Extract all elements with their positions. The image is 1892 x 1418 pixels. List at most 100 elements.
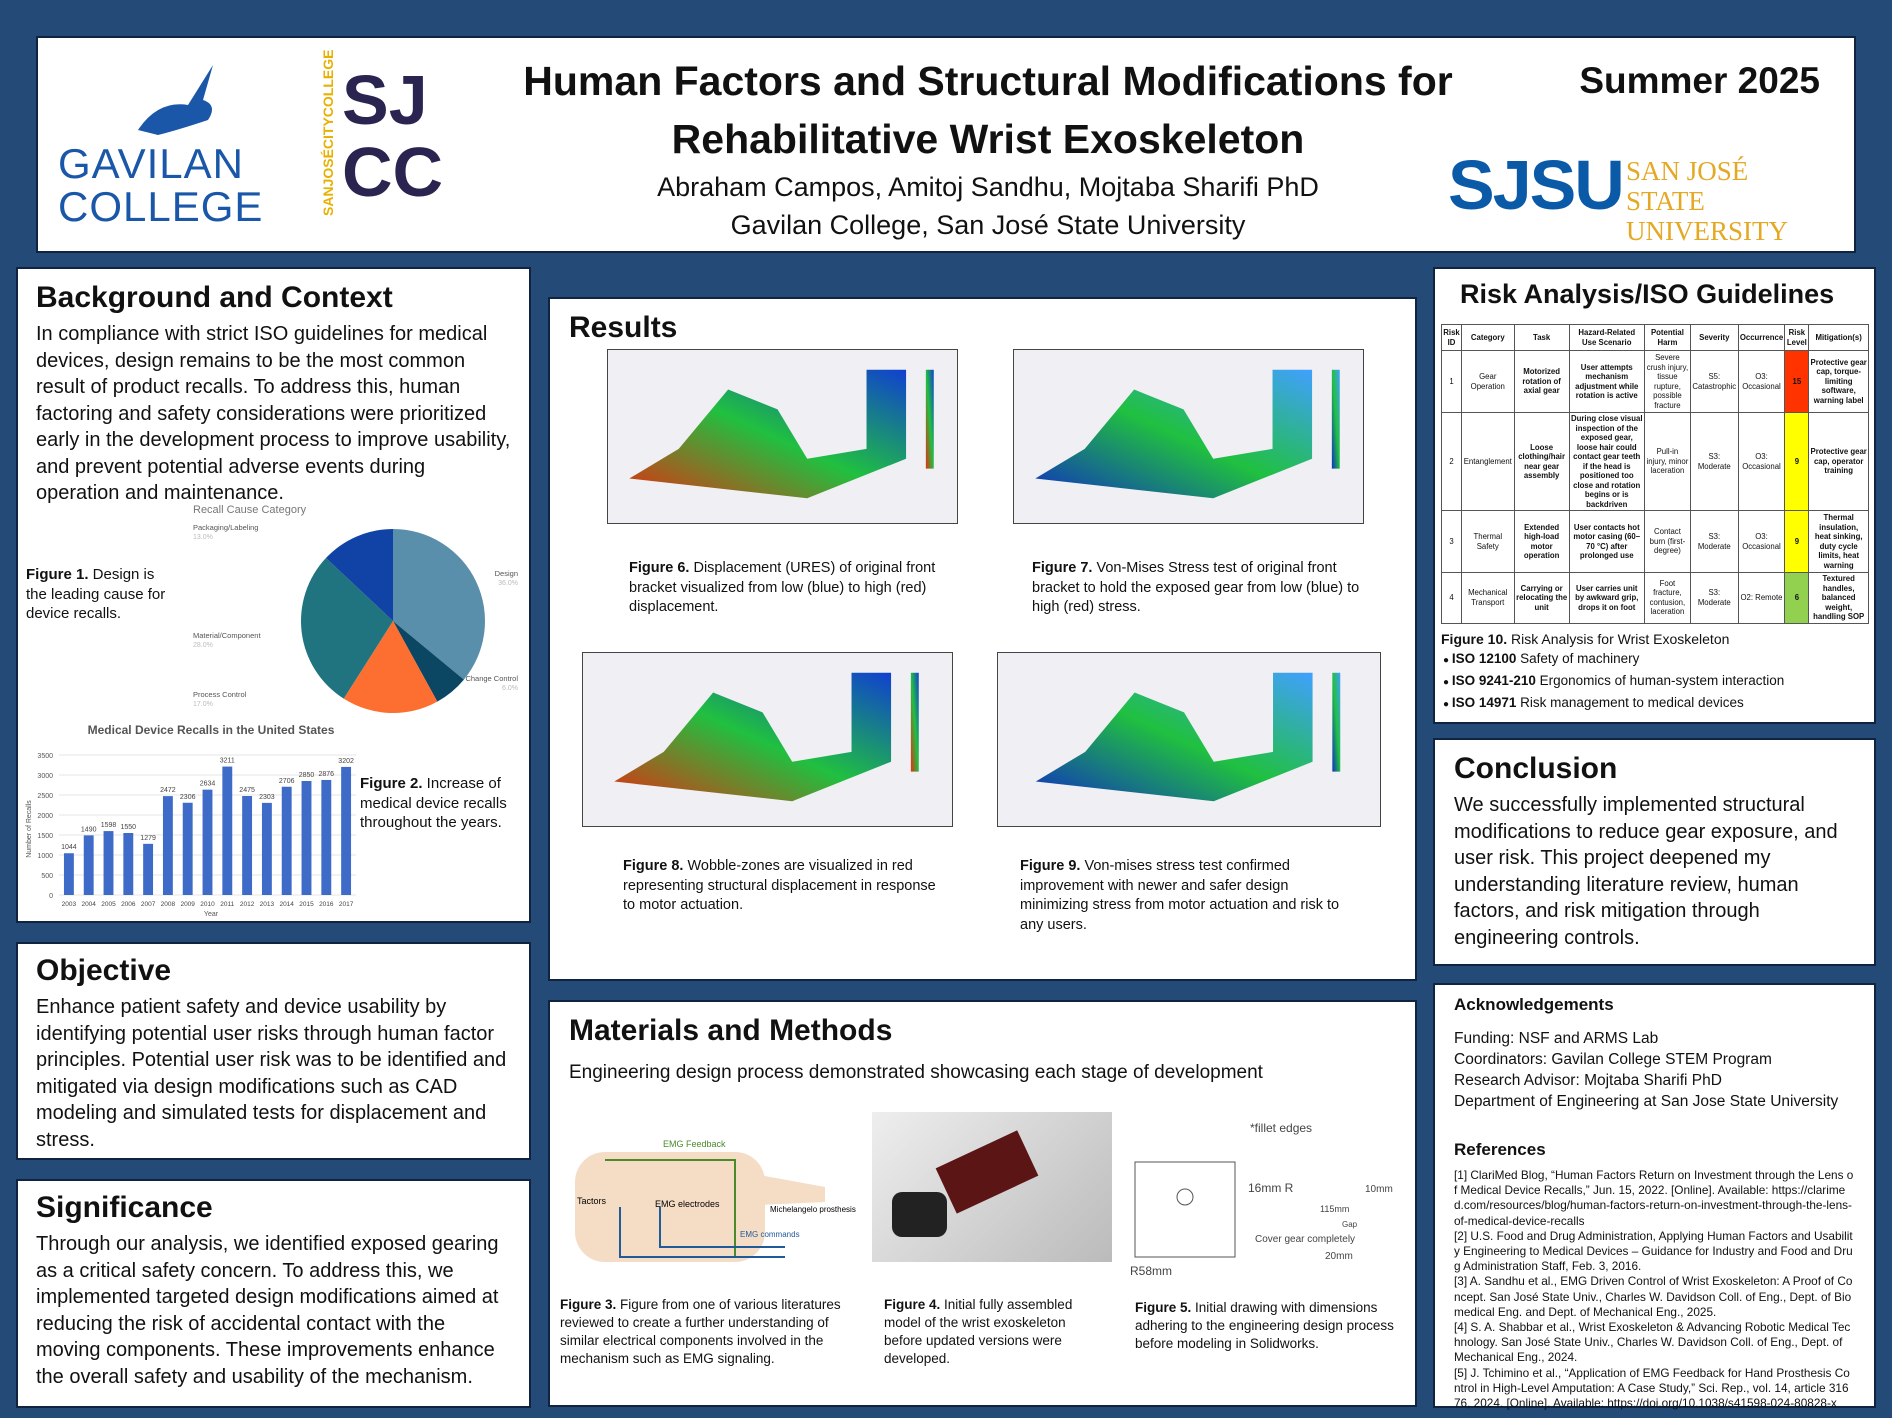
emg-feedback-label: EMG Feedback (663, 1139, 726, 1149)
bar-value-label: 3202 (338, 758, 354, 765)
pie-percent: 17.0% (193, 701, 213, 708)
bar (143, 843, 154, 895)
risk-cell: 9 (1784, 510, 1810, 573)
risk-cell: Foot fracture, contusion, laceration (1643, 572, 1692, 624)
background-panel: Background and Context In compliance wit… (16, 267, 531, 923)
bar (83, 835, 94, 895)
x-tick-label: 2014 (279, 901, 294, 908)
sjcc-side-text: SANJOSÉCITYCOLLEGE (320, 49, 336, 216)
pie-slice (393, 529, 485, 680)
bar-value-label: 1279 (140, 835, 156, 842)
bar (202, 789, 213, 895)
risk-row: 4 Mechanical Transport Carrying or relocat… (1440, 572, 1869, 624)
sketch-note: 20mm (1325, 1251, 1353, 1262)
risk-cell: Contact burn (first-degree) (1643, 510, 1692, 573)
risk-cell: 4 (1440, 572, 1463, 624)
tactors-label: Tactors (577, 1196, 607, 1206)
x-tick-label: 2006 (121, 901, 136, 908)
iso-item: ISO 9241-210 Ergonomics of human-system … (1443, 671, 1868, 693)
x-tick-label: 2017 (339, 901, 354, 908)
figure9-image (997, 652, 1381, 827)
bar-value-label: 2475 (239, 787, 255, 794)
pie-label: Process Control (193, 690, 247, 699)
x-tick-label: 2009 (180, 901, 195, 908)
risk-cell: S5: Catastrophic (1690, 350, 1739, 413)
reference-item: [5] J. Tchimino et al., “Application of … (1454, 1365, 1850, 1411)
risk-row: 3 Thermal Safety Extended high-load motor … (1440, 510, 1869, 573)
y-tick-label: 2000 (37, 813, 53, 820)
risk-cell: 15 (1784, 350, 1810, 413)
figure3-caption: Figure 3. Figure from one of various lit… (560, 1297, 841, 1366)
figure5-sketch: *fillet edges 16mm R R58mm Cover gear co… (1130, 1121, 1393, 1277)
bar-value-label: 3211 (220, 758, 235, 765)
bar-value-label: 2850 (299, 772, 315, 779)
risk-cell: Gear Operation (1461, 350, 1515, 413)
significance-heading: Significance (36, 1191, 213, 1224)
risk-cell: Thermal Safety (1461, 510, 1515, 573)
pie-percent: 28.0% (193, 642, 213, 649)
iso-list: ISO 12100 Safety of machinery ISO 9241-2… (1443, 649, 1868, 715)
figure5-caption: Figure 5. Initial drawing with dimension… (1135, 1300, 1394, 1351)
reference-item: [2] U.S. Food and Drug Administration, A… (1454, 1228, 1853, 1274)
figure4-exoskeleton-model (872, 1112, 1112, 1262)
risk-cell: O3: Occasional (1737, 350, 1786, 413)
risk-cell: Carrying or relocating the unit (1513, 572, 1570, 624)
conclusion-panel: Conclusion We successfully implemented s… (1433, 738, 1876, 966)
y-tick-label: 1500 (37, 833, 53, 840)
risk-cell: S3: Moderate (1690, 510, 1739, 573)
sketch-note: 115mm (1320, 1204, 1349, 1214)
risk-column-header: Risk ID (1440, 324, 1463, 351)
x-tick-label: 2012 (240, 901, 255, 908)
bar-value-label: 2303 (259, 794, 275, 801)
ack-line: Coordinators: Gavilan College STEM Progr… (1454, 1051, 1772, 1068)
sketch-note: 16mm R (1248, 1181, 1294, 1195)
figure8-caption: Figure 8. Wobble-zones are visualized in… (623, 858, 936, 913)
season-label: Summer 2025 (1579, 60, 1820, 101)
risk-heading: Risk Analysis/ISO Guidelines (1460, 279, 1835, 309)
y-tick-label: 2500 (37, 793, 53, 800)
risk-cell: Mechanical Transport (1461, 572, 1515, 624)
reference-item: [1] ClariMed Blog, “Human Factors Return… (1454, 1168, 1854, 1228)
iso-item: ISO 14971 Risk management to medical dev… (1443, 693, 1868, 715)
bar-value-label: 1490 (81, 826, 97, 833)
ack-heading: Acknowledgements (1454, 995, 1614, 1014)
sketch-note: Cover gear completely (1255, 1234, 1355, 1245)
risk-cell: User carries unit by awkward grip, drops… (1568, 572, 1645, 624)
figure10-caption: Figure 10. Risk Analysis for Wrist Exosk… (1441, 630, 1730, 647)
bar-value-label: 2306 (180, 794, 196, 801)
risk-row: 2 Entanglement Loose clothing/hair near ge… (1440, 412, 1869, 511)
ack-line: Department of Engineering at San Jose St… (1454, 1093, 1839, 1110)
y-tick-label: 3500 (37, 753, 53, 760)
fea-render (1035, 369, 1340, 499)
sjsu-logo: SJSU SAN JOSÉ STATE UNIVERSITY (1448, 146, 1788, 246)
y-tick-label: 3000 (37, 773, 53, 780)
methods-subtitle: Engineering design process demonstrated … (569, 1062, 1263, 1083)
pie-slice (301, 558, 393, 699)
reference-item: [4] S. A. Shabbar et al., Wrist Exoskele… (1454, 1320, 1851, 1365)
bar-value-label: 2472 (160, 787, 176, 794)
gavilan-logo-text: GAVILAN COLLEGE (58, 140, 264, 230)
acknowledgements-panel: Acknowledgements Funding: NSF and ARMS L… (1433, 983, 1876, 1410)
risk-cell: Loose clothing/hair near gear assembly (1513, 412, 1570, 511)
risk-cell: 2 (1440, 412, 1463, 511)
x-tick-label: 2011 (220, 901, 234, 908)
poster-title: Human Factors and Structural Modificatio… (523, 58, 1453, 162)
x-tick-label: 2013 (260, 901, 275, 908)
fea-render (614, 672, 919, 802)
risk-column-header: Severity (1690, 324, 1739, 351)
figure6-image (607, 349, 958, 524)
reference-item: [3] A. Sandhu et al., EMG Driven Control… (1454, 1274, 1853, 1319)
results-panel: Results Figure 6. Displacement (URES) of… (548, 297, 1417, 981)
bar (222, 766, 233, 895)
risk-cell: Protective gear cap, operator training (1808, 412, 1869, 511)
conclusion-heading: Conclusion (1454, 752, 1618, 785)
significance-panel: Significance Through our analysis, we id… (16, 1179, 531, 1408)
risk-cell: O3: Occasional (1737, 412, 1786, 511)
objective-text: Enhance patient safety and device usabil… (36, 996, 507, 1151)
pie-label: Change Control (465, 674, 518, 683)
pie-label: Design (495, 569, 518, 578)
risk-cell: User contacts hot motor casing (60–70 °C… (1568, 510, 1645, 573)
methods-heading: Materials and Methods (569, 1014, 893, 1047)
pie-slice (343, 621, 438, 713)
risk-cell: 1 (1440, 350, 1463, 413)
